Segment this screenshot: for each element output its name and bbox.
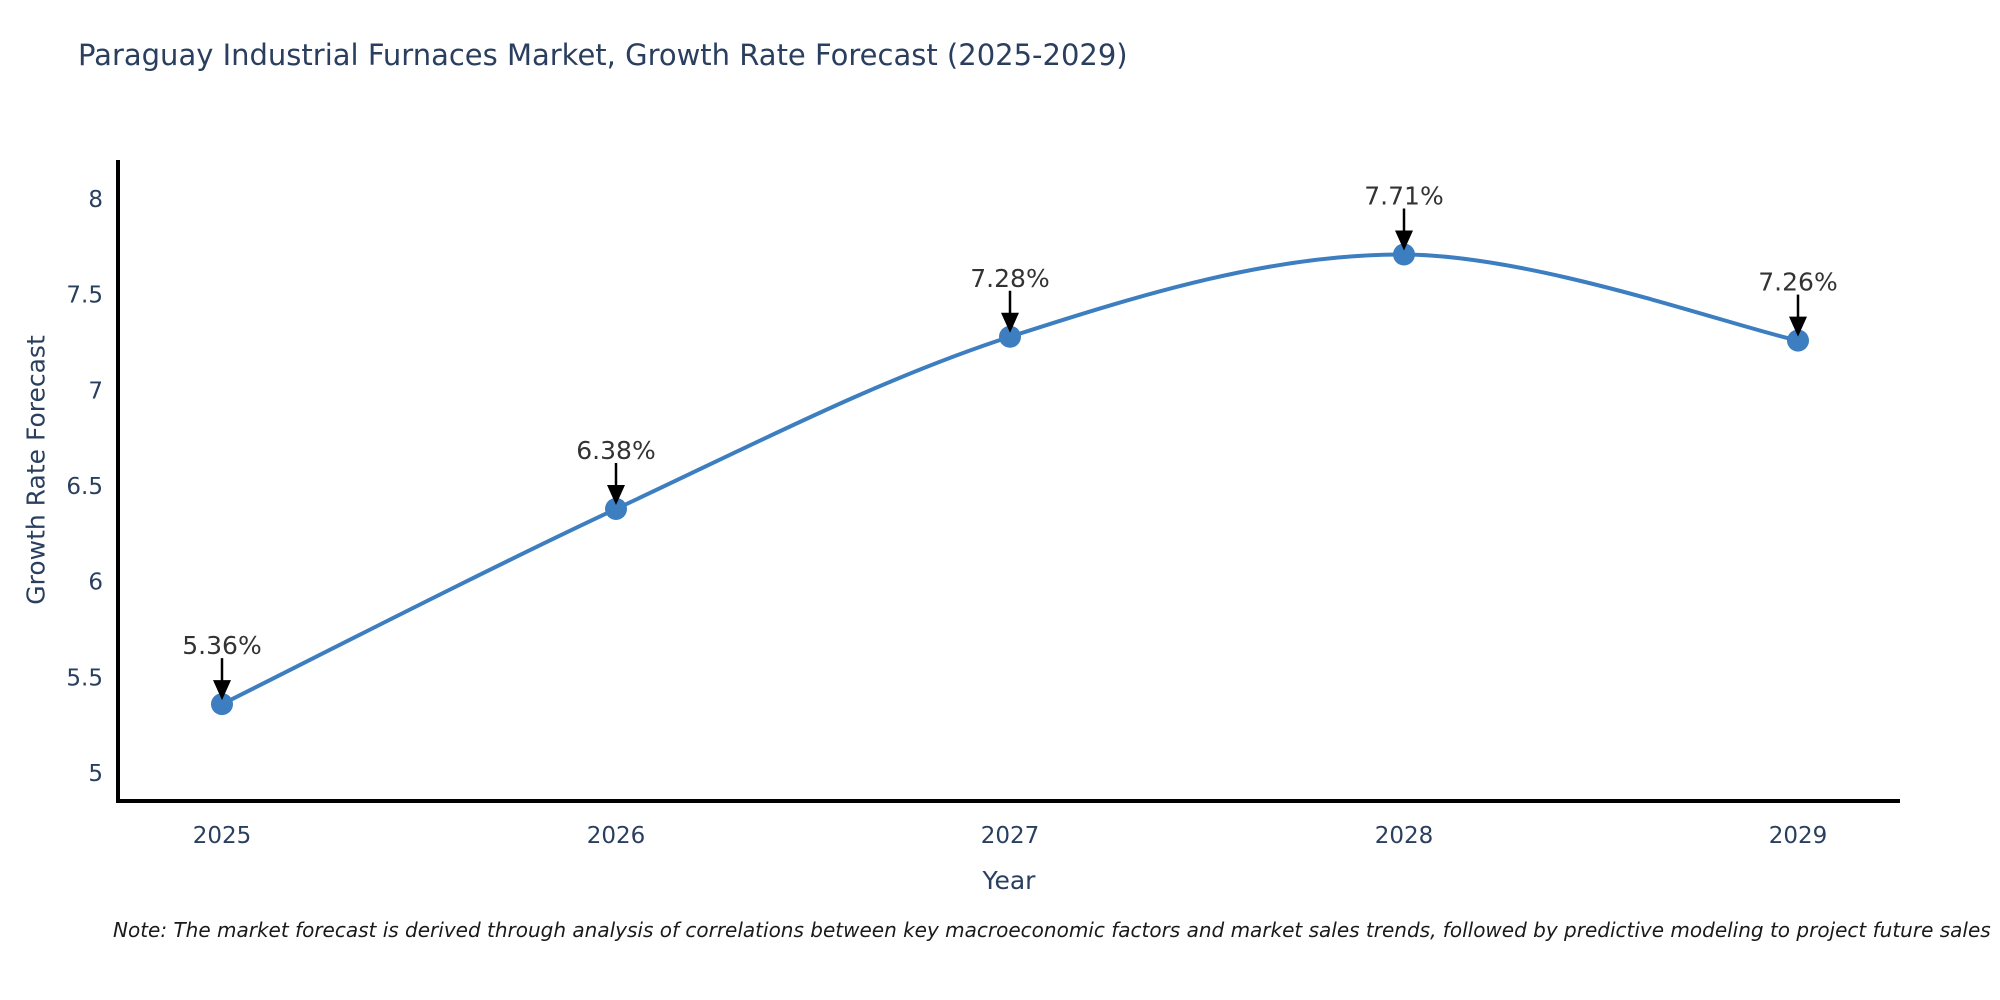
- axis-spines: [116, 160, 1900, 803]
- y-tick-label: 5: [88, 761, 103, 787]
- annotation-arrow-head: [607, 484, 625, 505]
- y-tick-label: 6: [88, 570, 103, 596]
- annotation-arrow-head: [213, 680, 231, 701]
- x-tick-label: 2026: [587, 823, 646, 849]
- data-point-label: 5.36%: [182, 631, 261, 660]
- data-point: [1393, 243, 1415, 266]
- annotation-arrow-head: [1001, 312, 1019, 333]
- y-tick-label: 7.5: [66, 283, 103, 309]
- x-tick-label: 2027: [981, 823, 1040, 849]
- y-tick-label: 7: [88, 378, 103, 404]
- annotation-arrow-head: [1789, 316, 1807, 337]
- x-tick-label: 2028: [1375, 823, 1434, 849]
- y-tick-label: 6.5: [66, 474, 103, 500]
- data-point: [999, 325, 1021, 348]
- annotation-arrow-head: [1395, 230, 1413, 251]
- data-point-label: 7.28%: [970, 264, 1049, 293]
- data-point: [605, 497, 627, 520]
- y-tick-label: 8: [88, 187, 103, 213]
- data-point-label: 7.71%: [1364, 181, 1443, 210]
- data-point-label: 6.38%: [576, 436, 655, 465]
- y-tick-label: 5.5: [66, 665, 103, 691]
- data-point: [211, 693, 233, 716]
- footnote: Note: The market forecast is derived thr…: [113, 918, 1991, 942]
- data-point-label: 7.26%: [1758, 268, 1837, 297]
- data-point: [1787, 329, 1809, 352]
- chart-title: Paraguay Industrial Furnaces Market, Gro…: [78, 38, 1128, 72]
- x-axis-title: Year: [982, 866, 1036, 895]
- x-tick-label: 2029: [1769, 823, 1828, 849]
- x-tick-label: 2025: [193, 823, 252, 849]
